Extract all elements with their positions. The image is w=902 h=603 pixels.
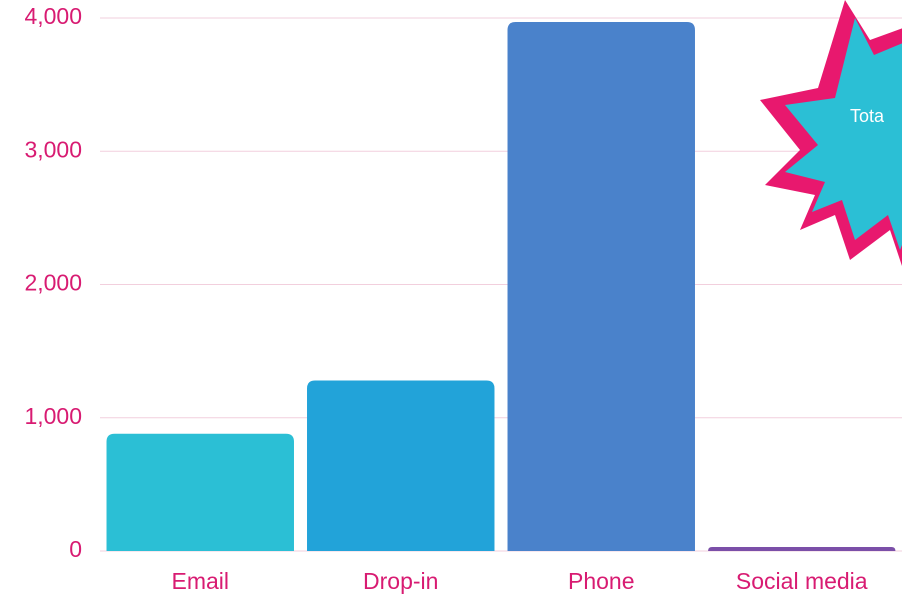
y-tick-label: 3,000 [24, 136, 82, 162]
y-tick-label: 1,000 [24, 403, 82, 429]
bar [507, 21, 695, 552]
starburst-fill [785, 18, 902, 250]
x-tick-label: Phone [568, 568, 635, 594]
bar [106, 433, 294, 551]
x-tick-label: Drop-in [363, 568, 438, 594]
x-tick-label: Email [171, 568, 229, 594]
bar [307, 380, 495, 551]
y-tick-label: 2,000 [24, 270, 82, 296]
starburst [760, 0, 902, 266]
bar [708, 547, 896, 551]
annotation: Tota [850, 106, 885, 126]
y-tick-label: 4,000 [24, 3, 82, 29]
x-tick-label: Social media [736, 568, 868, 594]
y-tick-label: 0 [69, 536, 82, 562]
